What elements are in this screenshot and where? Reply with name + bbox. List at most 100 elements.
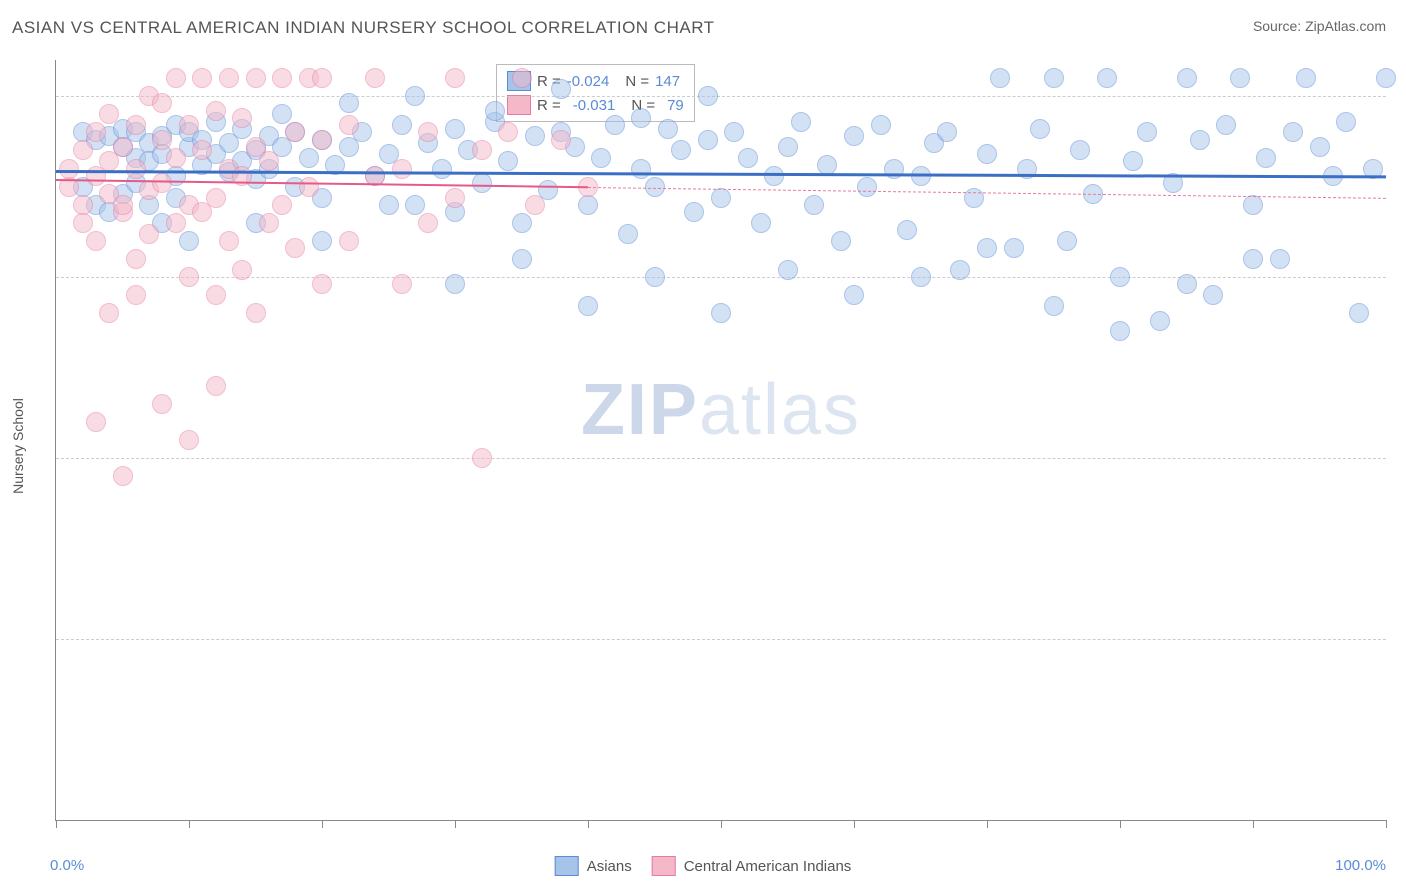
data-point	[152, 93, 172, 113]
data-point	[791, 112, 811, 132]
gridline	[56, 458, 1386, 459]
data-point	[113, 195, 133, 215]
data-point	[591, 148, 611, 168]
data-point	[578, 296, 598, 316]
data-point	[645, 177, 665, 197]
data-point	[379, 195, 399, 215]
data-point	[312, 68, 332, 88]
data-point	[418, 122, 438, 142]
data-point	[139, 224, 159, 244]
data-point	[1216, 115, 1236, 135]
data-point	[365, 68, 385, 88]
data-point	[285, 122, 305, 142]
data-point	[86, 231, 106, 251]
x-tick	[1253, 820, 1254, 828]
data-point	[1243, 195, 1263, 215]
data-point	[192, 68, 212, 88]
x-tick	[588, 820, 589, 828]
data-point	[578, 195, 598, 215]
data-point	[711, 303, 731, 323]
x-tick	[987, 820, 988, 828]
data-point	[1097, 68, 1117, 88]
data-point	[512, 213, 532, 233]
watermark-light: atlas	[699, 370, 861, 450]
data-point	[937, 122, 957, 142]
swatch-asians	[555, 856, 579, 876]
data-point	[126, 115, 146, 135]
data-point	[871, 115, 891, 135]
gridline	[56, 639, 1386, 640]
data-point	[1177, 274, 1197, 294]
data-point	[551, 130, 571, 150]
data-point	[179, 115, 199, 135]
data-point	[512, 249, 532, 269]
data-point	[405, 86, 425, 106]
data-point	[445, 68, 465, 88]
data-point	[179, 267, 199, 287]
data-point	[179, 430, 199, 450]
data-point	[179, 231, 199, 251]
data-point	[1110, 267, 1130, 287]
data-point	[232, 108, 252, 128]
legend-item-asians: Asians	[555, 856, 632, 876]
x-tick	[189, 820, 190, 828]
data-point	[950, 260, 970, 280]
x-tick	[56, 820, 57, 828]
data-point	[1296, 68, 1316, 88]
data-point	[299, 148, 319, 168]
swatch-cai	[652, 856, 676, 876]
data-point	[1349, 303, 1369, 323]
data-point	[671, 140, 691, 160]
n-value-cai: 79	[667, 97, 684, 114]
data-point	[1256, 148, 1276, 168]
data-point	[166, 148, 186, 168]
data-point	[432, 159, 452, 179]
data-point	[778, 260, 798, 280]
data-point	[1177, 68, 1197, 88]
stats-row-asians: R = -0.024 N = 147	[507, 69, 684, 93]
data-point	[219, 68, 239, 88]
data-point	[472, 140, 492, 160]
n-label: N =	[625, 73, 649, 90]
data-point	[472, 173, 492, 193]
legend-item-cai: Central American Indians	[652, 856, 852, 876]
data-point	[152, 394, 172, 414]
data-point	[392, 159, 412, 179]
data-point	[73, 140, 93, 160]
data-point	[1057, 231, 1077, 251]
n-value-asians: 147	[655, 73, 680, 90]
data-point	[192, 140, 212, 160]
data-point	[272, 195, 292, 215]
data-point	[259, 213, 279, 233]
x-tick	[1386, 820, 1387, 828]
x-tick	[854, 820, 855, 828]
data-point	[246, 68, 266, 88]
data-point	[232, 260, 252, 280]
legend-label-cai: Central American Indians	[684, 858, 852, 875]
data-point	[485, 101, 505, 121]
data-point	[86, 412, 106, 432]
data-point	[272, 104, 292, 124]
data-point	[1203, 285, 1223, 305]
data-point	[1030, 119, 1050, 139]
data-point	[299, 177, 319, 197]
data-point	[831, 231, 851, 251]
data-point	[206, 285, 226, 305]
data-point	[658, 119, 678, 139]
data-point	[1243, 249, 1263, 269]
data-point	[445, 274, 465, 294]
data-point	[1150, 311, 1170, 331]
data-point	[684, 202, 704, 222]
data-point	[751, 213, 771, 233]
data-point	[312, 274, 332, 294]
r-label: R =	[537, 97, 561, 114]
data-point	[472, 448, 492, 468]
x-axis-max-label: 100.0%	[1335, 857, 1386, 874]
data-point	[525, 195, 545, 215]
data-point	[1376, 68, 1396, 88]
data-point	[418, 213, 438, 233]
chart-title: ASIAN VS CENTRAL AMERICAN INDIAN NURSERY…	[12, 18, 715, 38]
data-point	[206, 101, 226, 121]
x-axis-min-label: 0.0%	[50, 857, 84, 874]
data-point	[166, 213, 186, 233]
